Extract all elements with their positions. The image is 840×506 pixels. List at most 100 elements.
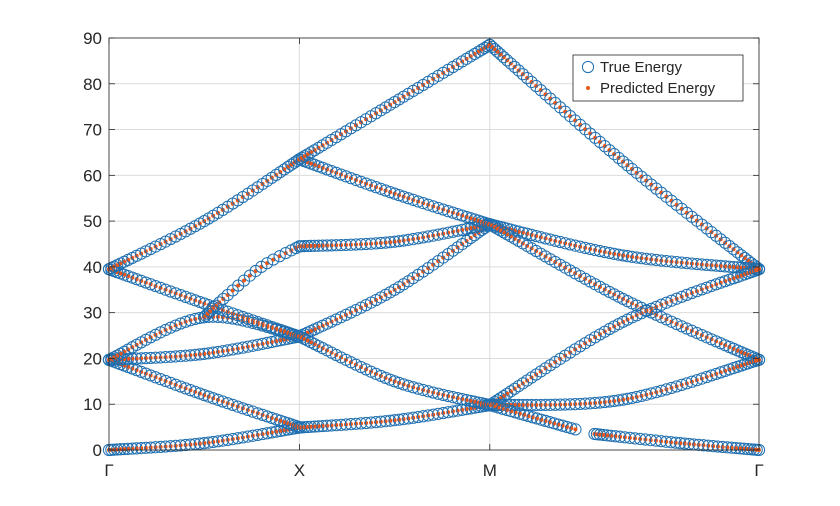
predicted-energy-point: [543, 92, 548, 97]
true-energy-point: [569, 423, 582, 436]
predicted-energy-point: [669, 440, 674, 445]
true-energy-point: [497, 51, 510, 64]
predicted-energy-point: [538, 402, 543, 407]
y-tick-label: 50: [83, 212, 102, 231]
predicted-energy-point: [378, 241, 383, 246]
true-energy-point: [588, 131, 602, 144]
predicted-energy-point: [659, 190, 664, 195]
true-energy-point: [260, 257, 274, 270]
true-energy-point: [612, 151, 625, 165]
true-energy-point: [111, 349, 124, 362]
predicted-energy-point: [122, 357, 127, 362]
legend-marker-predicted-energy: [586, 86, 590, 90]
true-energy-point: [603, 144, 616, 157]
true-energy-point: [630, 166, 643, 179]
true-energy-point: [705, 226, 718, 239]
predicted-energy-point: [679, 206, 684, 211]
true-energy-point: [501, 54, 514, 67]
true-energy-point: [516, 377, 529, 390]
true-energy-point: [549, 96, 562, 110]
true-energy-point: [267, 253, 280, 266]
legend-box: [572, 54, 744, 102]
data-markers: [102, 38, 766, 457]
predicted-energy-point: [308, 424, 313, 429]
predicted-energy-point: [213, 303, 218, 308]
true-energy-point: [472, 45, 485, 58]
true-energy-point: [516, 68, 529, 81]
predicted-energy-point: [378, 419, 383, 424]
predicted-energy-point: [188, 442, 193, 447]
true-energy-point: [625, 162, 639, 176]
legend-label-predicted-energy: Predicted Energy: [600, 80, 716, 97]
axis-ticks: 0 10 20 30 40 50 60 70 80 90 Γ X M Γ: [83, 29, 764, 480]
predicted-energy-point: [738, 446, 743, 451]
true-energy-point: [534, 84, 547, 97]
x-tick-label: M: [483, 461, 497, 480]
true-energy-point: [584, 127, 597, 140]
legend: True Energy Predicted Energy: [572, 54, 744, 102]
x-tick-label: X: [294, 461, 305, 480]
true-energy-point: [468, 47, 481, 61]
predicted-energy-point: [639, 174, 644, 179]
legend-marker-true-energy: [581, 60, 595, 74]
predicted-energy-point: [597, 140, 602, 145]
true-energy-point: [265, 171, 278, 184]
true-energy-point: [494, 224, 507, 237]
true-energy-point: [598, 140, 611, 153]
predicted-energy-point: [654, 186, 659, 191]
plot-frame: [108, 37, 760, 451]
true-energy-point: [451, 241, 464, 254]
true-energy-point: [273, 250, 286, 263]
predicted-energy-point: [684, 210, 689, 215]
true-energy-point: [504, 57, 517, 70]
predicted-energy-point: [534, 84, 539, 89]
predicted-energy-point: [312, 424, 317, 429]
true-energy-point: [304, 146, 318, 159]
true-energy-point: [727, 243, 740, 256]
predicted-energy-point: [689, 214, 694, 219]
true-energy-point: [723, 239, 736, 253]
predicted-energy-point: [188, 353, 193, 358]
predicted-energy-point: [601, 432, 606, 437]
true-energy-point: [107, 351, 121, 364]
true-energy-point: [710, 229, 723, 242]
y-tick-label: 20: [83, 349, 102, 368]
y-tick-label: 60: [83, 166, 102, 185]
true-energy-point: [512, 64, 525, 77]
y-tick-label: 40: [83, 258, 102, 277]
true-energy-point: [621, 159, 634, 172]
true-energy-point: [295, 151, 308, 164]
y-tick-label: 70: [83, 121, 102, 140]
x-tick-label: Γ: [104, 461, 113, 480]
predicted-energy-point: [644, 178, 649, 183]
y-tick-label: 90: [83, 29, 102, 48]
predicted-energy-point: [543, 402, 548, 407]
true-energy-point: [508, 60, 521, 74]
predicted-energy-point: [593, 135, 598, 140]
predicted-energy-point: [334, 243, 339, 248]
predicted-energy-point: [308, 243, 313, 248]
true-energy-point: [530, 79, 543, 93]
true-energy-point: [488, 220, 501, 234]
true-energy-point: [608, 148, 621, 161]
true-energy-point: [521, 71, 534, 85]
predicted-energy-point: [236, 283, 241, 288]
true-energy-point: [209, 299, 222, 312]
true-energy-point: [497, 226, 510, 239]
true-energy-point: [199, 309, 212, 322]
predicted-energy-point: [699, 222, 704, 227]
true-energy-point: [460, 234, 473, 248]
true-energy-point: [279, 246, 292, 260]
true-energy-point: [525, 75, 538, 89]
true-energy-point: [616, 155, 630, 168]
predicted-energy-point: [634, 170, 639, 175]
x-tick-label: Γ: [754, 461, 763, 480]
true-energy-point: [491, 222, 504, 235]
predicted-energy-point: [538, 88, 543, 93]
predicted-energy-point: [602, 144, 607, 149]
predicted-energy-point: [302, 154, 307, 159]
true-energy-point: [298, 332, 311, 346]
true-energy-point: [213, 296, 226, 309]
true-energy-point: [539, 88, 552, 101]
